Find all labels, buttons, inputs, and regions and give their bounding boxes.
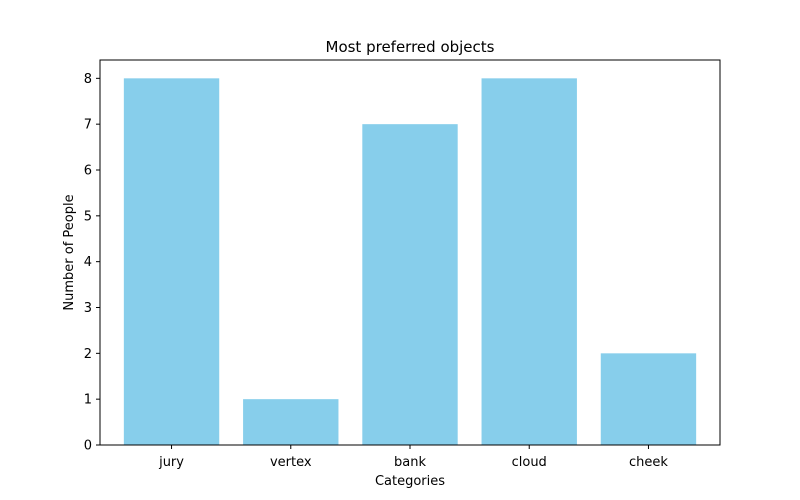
x-tick-label-jury: jury <box>158 455 184 470</box>
chart-title: Most preferred objects <box>326 38 495 56</box>
x-tick-label-cheek: cheek <box>629 455 668 470</box>
y-axis-label: Number of People <box>62 194 77 310</box>
y-tick-label-7: 7 <box>84 118 92 133</box>
x-tick-label-vertex: vertex <box>270 455 312 470</box>
y-tick-label-8: 8 <box>84 72 92 87</box>
y-tick-label-3: 3 <box>84 301 92 316</box>
bar-jury <box>123 78 220 445</box>
bar-vertex <box>243 399 339 445</box>
x-axis: jury vertex bank cloud cheek <box>158 445 668 470</box>
x-axis-label: Categories <box>375 474 445 489</box>
y-tick-label-2: 2 <box>84 347 92 362</box>
plot-area <box>123 78 697 446</box>
bar-cheek <box>600 353 697 445</box>
x-tick-label-cloud: cloud <box>512 455 547 470</box>
plot-frame <box>99 59 721 446</box>
y-tick-label-0: 0 <box>84 439 92 454</box>
y-axis: 0 1 2 3 4 5 6 7 8 <box>84 72 100 454</box>
y-tick-label-1: 1 <box>84 393 92 408</box>
y-tick-label-4: 4 <box>84 255 92 270</box>
x-tick-label-bank: bank <box>394 455 426 470</box>
bar-bank <box>362 124 458 446</box>
bar-cloud <box>481 78 577 445</box>
y-tick-label-5: 5 <box>84 209 92 224</box>
y-tick-label-6: 6 <box>84 164 92 179</box>
